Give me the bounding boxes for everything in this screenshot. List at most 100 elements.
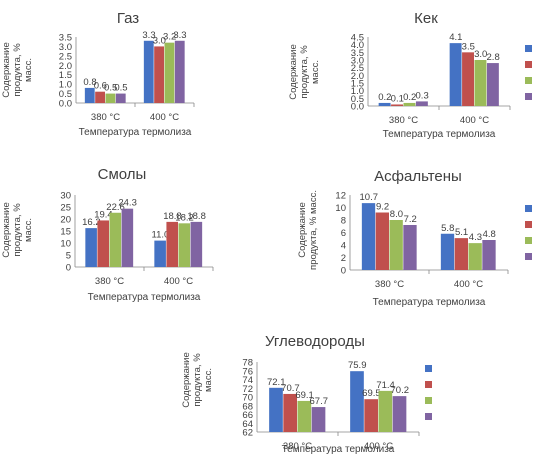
- bar: [415, 101, 428, 106]
- bar: [283, 393, 297, 432]
- y-tick-label: 76: [242, 366, 253, 377]
- y-tick-label: 0.0: [351, 102, 364, 113]
- bar: [269, 387, 283, 432]
- bar: [85, 228, 97, 267]
- data-label: 10.7: [360, 192, 379, 203]
- bar: [143, 40, 154, 103]
- data-label: 0.3: [416, 90, 429, 101]
- y-axis-label: Содержаниепродукта, %масс.: [1, 202, 34, 258]
- bar: [115, 93, 126, 103]
- bar: [462, 52, 474, 106]
- y-axis-label-line: продукта, %: [192, 353, 203, 407]
- bar: [474, 60, 487, 106]
- x-tick-label: 380 °C: [283, 441, 312, 452]
- chart-2: Кек Содержаниепродукта, %масс. 0.00.51.01.…: [288, 10, 532, 140]
- data-label: 9.2: [376, 202, 389, 213]
- y-tick-label: 2.5: [59, 51, 72, 62]
- data-label: 3.0: [153, 35, 166, 46]
- bar: [440, 233, 455, 270]
- y-axis-label-text: Содержаниепродукта, %масс.: [1, 42, 34, 98]
- data-label: 4.8: [483, 229, 496, 240]
- bar: [154, 240, 166, 267]
- y-tick-label: 62: [242, 428, 253, 439]
- data-label: 3.3: [173, 30, 186, 41]
- y-tick-label: 1.0: [351, 86, 364, 97]
- x-axis-label: Температура термолиза: [383, 129, 496, 140]
- y-tick-label: 0: [66, 263, 71, 274]
- y-axis-label-line: масс.: [310, 60, 321, 84]
- data-label: 18.8: [187, 211, 206, 222]
- y-tick-label: 1.5: [351, 79, 364, 90]
- bar: [392, 396, 407, 432]
- y-tick-label: 0: [341, 266, 346, 277]
- bar: [403, 102, 416, 106]
- x-tick-label: 400 °C: [460, 115, 489, 126]
- data-label: 0.2: [378, 92, 391, 103]
- bar: [378, 102, 391, 106]
- legend-swatch: [525, 61, 532, 68]
- bar: [164, 42, 175, 103]
- legend-swatch: [525, 77, 532, 84]
- y-tick-label: 3.0: [351, 56, 364, 67]
- y-axis-label-line: масс.: [23, 58, 34, 82]
- bar: [449, 43, 462, 106]
- y-tick-label: 1.5: [59, 70, 72, 81]
- y-axis-label-text: Содержаниепродукта, %масс.: [181, 352, 214, 408]
- data-label: 70.2: [391, 385, 410, 396]
- legend-swatch: [425, 381, 432, 388]
- bar: [297, 400, 312, 432]
- bar: [121, 208, 134, 267]
- bar: [486, 63, 499, 106]
- data-label: 7.2: [404, 214, 417, 225]
- y-axis-label: Содержаниепродукта, %масс.: [181, 352, 214, 408]
- bar: [391, 104, 403, 106]
- y-tick-label: 64: [242, 419, 253, 430]
- y-tick-label: 78: [242, 358, 253, 369]
- y-tick-label: 68: [242, 401, 253, 412]
- y-tick-label: 2.5: [351, 63, 364, 74]
- legend-swatch: [525, 45, 532, 52]
- data-label: 67.7: [310, 396, 329, 407]
- data-label: 70.7: [281, 383, 300, 394]
- data-label: 8.0: [390, 209, 403, 220]
- y-tick-label: 2.0: [59, 61, 72, 72]
- data-label: 72.1: [267, 377, 286, 388]
- bar: [378, 390, 393, 432]
- bar: [468, 243, 482, 270]
- data-label: 3.0: [474, 49, 487, 60]
- data-label: 0.5: [114, 83, 127, 94]
- y-axis-label-line: продукта, %: [299, 45, 310, 99]
- y-tick-label: 15: [60, 227, 71, 238]
- legend-swatch: [525, 205, 532, 212]
- y-axis-label-line: Содержание: [1, 42, 12, 98]
- data-label: 18.2: [175, 212, 194, 223]
- y-tick-label: 74: [242, 375, 253, 386]
- x-tick-label: 400 °C: [150, 112, 179, 123]
- y-tick-label: 1.0: [59, 80, 72, 91]
- x-axis-label: Температура термолиза: [88, 292, 201, 303]
- y-tick-label: 6: [341, 228, 346, 239]
- bar: [389, 220, 403, 270]
- y-axis-label-line: Содержание: [288, 44, 299, 100]
- y-tick-label: 10: [335, 203, 346, 214]
- bar: [454, 238, 468, 270]
- bar: [403, 225, 417, 270]
- bar: [97, 220, 109, 267]
- y-axis-label-line: продукта, %: [12, 203, 23, 257]
- chart-title: Углеводороды: [265, 333, 365, 350]
- data-label: 18.8: [163, 211, 182, 222]
- y-tick-label: 72: [242, 384, 253, 395]
- y-tick-label: 0.5: [351, 94, 364, 105]
- data-label: 3.2: [163, 32, 176, 43]
- bar: [482, 240, 496, 270]
- data-label: 2.8: [487, 52, 500, 63]
- x-tick-label: 380 °C: [389, 115, 418, 126]
- y-axis-label-text: Содержаниепродукта, % масс.: [297, 190, 319, 270]
- legend-swatch: [525, 237, 532, 244]
- legend-swatch: [425, 397, 432, 404]
- y-axis-label: Содержаниепродукта, %масс.: [1, 42, 34, 98]
- bar: [311, 407, 326, 432]
